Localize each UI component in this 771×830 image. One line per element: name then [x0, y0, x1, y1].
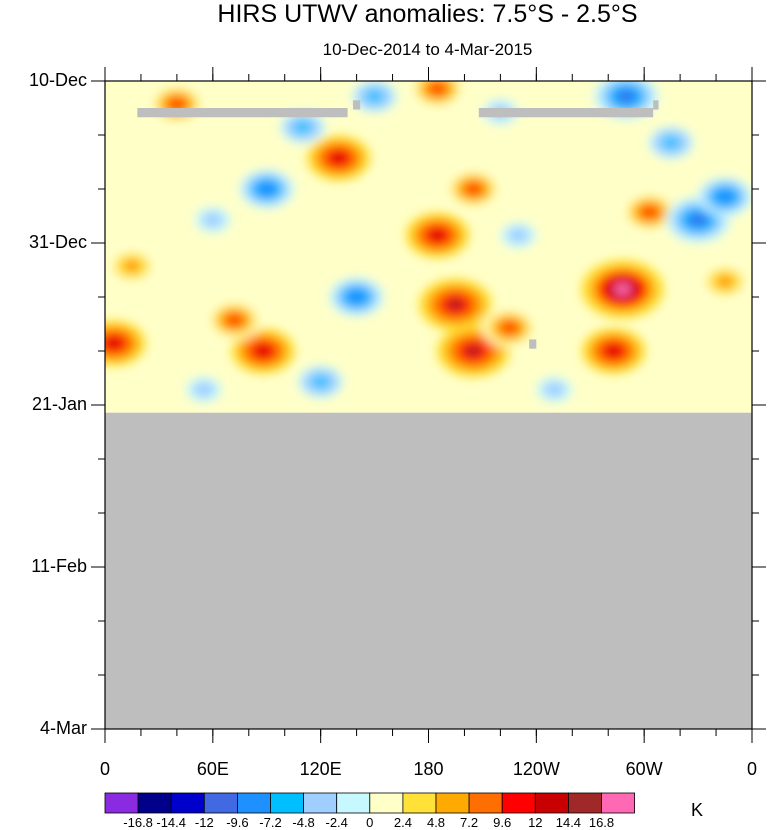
colorbar-label: -12 [194, 815, 214, 830]
anomaly-blob [432, 84, 443, 93]
missing-data-segment [529, 339, 537, 349]
anomaly-blob [127, 262, 137, 270]
anomaly-blob [550, 387, 558, 393]
anomaly-blob [666, 139, 676, 146]
anomaly-blob [107, 338, 121, 348]
colorbar-swatch [468, 792, 503, 814]
anomaly-blob [448, 299, 463, 310]
anomaly-blob [644, 208, 655, 217]
colorbar-swatch [435, 792, 470, 814]
colorbar-label: 0 [366, 815, 374, 830]
y-tick-label: 31-Dec [28, 232, 87, 252]
anomaly-blob [229, 316, 240, 325]
chart-title: HIRS UTWV anomalies: 7.5°S - 2.5°S [217, 0, 638, 28]
anomaly-blob [466, 345, 481, 357]
anomaly-blob [614, 283, 631, 296]
anomaly-blob [370, 93, 380, 100]
chart-subtitle: 10-Dec-2014 to 4-Mar-2015 [322, 40, 533, 59]
anomaly-blob [209, 217, 217, 223]
colorbar-label: -7.2 [259, 815, 282, 830]
colorbar-label: -9.6 [226, 815, 249, 830]
x-tick-label: 60W [625, 759, 663, 779]
missing-data-segment [478, 108, 654, 118]
missing-data-segment [653, 100, 659, 110]
colorbar-label: -4.8 [292, 815, 315, 830]
colorbar-swatch [170, 792, 205, 814]
anomaly-blob [691, 215, 705, 225]
anomaly-blob [720, 278, 730, 285]
colorbar-swatch [568, 792, 602, 814]
anomaly-blob [261, 185, 273, 193]
y-tick-label: 21-Jan [31, 394, 87, 414]
heatmap-field [105, 81, 752, 729]
anomaly-blob [298, 124, 308, 131]
x-tick-label: 0 [746, 759, 758, 779]
colorbar-swatch [501, 792, 536, 814]
colorbar-swatch [104, 792, 139, 814]
anomaly-blob [719, 192, 731, 201]
colorbar-swatch [402, 792, 437, 814]
colorbar-swatch [203, 792, 238, 814]
y-tick-label: 10-Dec [28, 70, 87, 90]
colorbar-label: 12 [528, 815, 543, 830]
anomaly-blob [431, 230, 444, 240]
colorbar-swatch [336, 792, 371, 814]
colorbar-label: 9.6 [493, 815, 512, 830]
x-tick-label: 60E [196, 759, 229, 779]
colorbar-label: -14.4 [156, 815, 187, 830]
colorbar-label: 16.8 [588, 815, 615, 830]
anomaly-blob [503, 323, 515, 332]
colorbar-swatch [270, 792, 304, 814]
colorbar-swatch [303, 792, 338, 814]
missing-data-region [105, 412, 752, 729]
anomaly-blob [514, 232, 522, 238]
anomaly-blob [351, 293, 363, 301]
x-tick-label: 120E [299, 759, 342, 779]
colorbar-label: -2.4 [325, 815, 348, 830]
anomaly-blob [619, 91, 633, 102]
anomaly-blob [468, 185, 479, 193]
missing-data-segment [137, 108, 348, 118]
missing-data-segment [353, 100, 361, 110]
y-tick-label: 11-Feb [31, 556, 87, 576]
x-tick-label: 180 [413, 759, 444, 779]
colorbar-label: 7.2 [460, 815, 479, 830]
colorbar-label: 4.8 [426, 815, 446, 830]
anomaly-blob [256, 346, 270, 356]
anomaly-blob [171, 100, 183, 109]
x-tick-label: 0 [99, 759, 111, 779]
colorbar-label: -16.8 [123, 815, 153, 830]
colorbar-swatch [601, 792, 635, 814]
anomaly-blob [332, 153, 346, 163]
colorbar-swatch [236, 792, 271, 814]
y-tick-label: 4-Mar [39, 718, 87, 738]
colorbar-label: 2.4 [393, 815, 412, 830]
colorbar [104, 792, 635, 814]
anomaly-blob [607, 346, 621, 356]
colorbar-swatch [369, 792, 404, 814]
x-tick-label: 120W [512, 759, 560, 779]
colorbar-swatch [137, 792, 172, 814]
anomaly-blob [316, 378, 326, 386]
colorbar-unit: K [691, 800, 704, 820]
colorbar-swatch [534, 792, 569, 814]
anomaly-blob [200, 387, 208, 393]
colorbar-label: 14.4 [555, 815, 582, 830]
